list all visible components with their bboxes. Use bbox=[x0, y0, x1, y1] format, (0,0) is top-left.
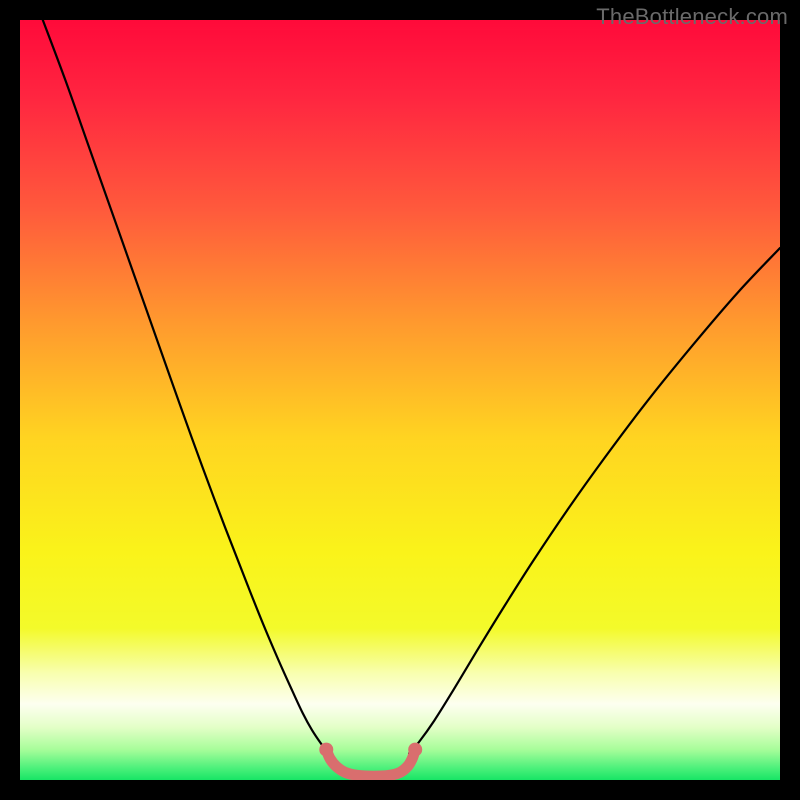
chart-svg bbox=[20, 20, 780, 780]
gradient-background bbox=[20, 20, 780, 780]
plot-area bbox=[20, 20, 780, 780]
watermark-text: TheBottleneck.com bbox=[596, 4, 788, 30]
outer-frame: TheBottleneck.com bbox=[0, 0, 800, 800]
